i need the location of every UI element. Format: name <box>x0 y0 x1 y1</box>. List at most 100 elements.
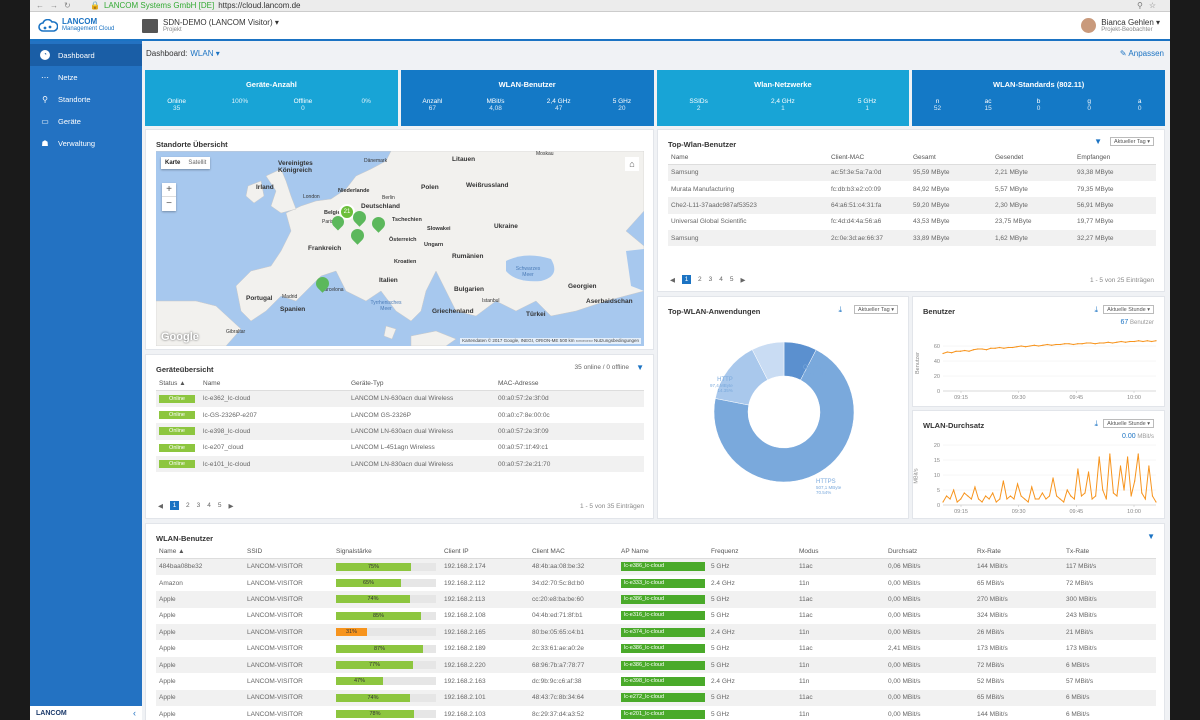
table-row[interactable]: Samsung ac:5f:3e:5a:7a:0d 95,59 MByte 2,21 … <box>668 164 1156 181</box>
map-view[interactable]: Vereinigtes Königreich Dänemark Litauen … <box>156 151 644 346</box>
ap-badge[interactable]: lc-e272_lc-cloud <box>621 693 705 703</box>
column-header[interactable]: Rx-Rate <box>974 545 1063 559</box>
pagination-page-2[interactable]: 2 <box>186 502 190 509</box>
table-row[interactable]: Che2-L11-37aadc987af53523 64:a6:51:c4:31:… <box>668 197 1156 214</box>
table-row[interactable]: Apple LANCOM-VISITOR 74% 192.168.2.101 48:43… <box>156 689 1156 707</box>
kpi-tile-wlan-users[interactable]: WLAN-Benutzer Anzahl 67 MBit/s 4,08 2,4 GH… <box>400 70 654 126</box>
column-header[interactable]: Modus <box>796 545 885 559</box>
column-header[interactable]: Gesendet <box>992 151 1074 165</box>
ap-badge[interactable]: lc-e398_lc-cloud <box>621 676 705 686</box>
table-row[interactable]: Online lc-e207_cloud LANCOM L-451agn Wirel… <box>156 440 644 456</box>
column-header[interactable]: SSID <box>244 545 333 559</box>
ap-badge[interactable]: lc-e386_lc-cloud <box>621 660 705 670</box>
table-row[interactable]: Apple LANCOM-VISITOR 78% 192.168.2.103 8c:29… <box>156 706 1156 720</box>
table-row[interactable]: Online lc-e101_lc-cloud LANCOM LN-830acn d… <box>156 456 644 473</box>
column-header[interactable]: Name <box>200 377 348 391</box>
map-type-map-button[interactable]: Karte <box>165 160 181 166</box>
browser-tools-icons[interactable]: ⚲☆ <box>1136 1 1162 10</box>
map-type-satellite-button[interactable]: Satellit <box>188 160 207 166</box>
brand-logo[interactable]: LANCOM Management Cloud <box>30 18 142 33</box>
table-row[interactable]: Online lc-GS-2326P-e207 LANCOM GS-2326P 00:… <box>156 407 644 423</box>
column-header[interactable]: Status ▲ <box>156 377 200 391</box>
pagination-page-5[interactable]: 5 <box>217 502 222 509</box>
table-row[interactable]: Murata Manufacturing fc:db:b3:e2:c0:09 84,… <box>668 181 1156 197</box>
pagination-page-3[interactable]: 3 <box>708 276 713 283</box>
table-row[interactable]: Online lc-e398_lc-cloud LANCOM LN-630acn d… <box>156 423 644 440</box>
pagination-prev[interactable]: ◀ <box>670 276 675 284</box>
filter-icon[interactable]: ▼ <box>1094 137 1102 146</box>
ap-badge[interactable]: lc-e374_lc-cloud <box>621 627 705 637</box>
ap-badge[interactable]: lc-e386_lc-cloud <box>621 644 705 654</box>
pagination-page-1[interactable]: 1 <box>682 275 691 284</box>
column-header[interactable]: Gesamt <box>910 151 992 165</box>
ap-badge[interactable]: lc-e333_lc-cloud <box>621 578 705 588</box>
pagination-page-1[interactable]: 1 <box>170 501 179 510</box>
ap-badge[interactable]: lc-e316_lc-cloud <box>621 611 705 621</box>
column-header[interactable]: Client MAC <box>529 545 618 559</box>
kpi-tile-devices[interactable]: Geräte-Anzahl Online 35 100% Offline 0 0% <box>145 70 398 126</box>
table-row[interactable]: Apple LANCOM-VISITOR 85% 192.168.2.108 04:4b… <box>156 608 1156 624</box>
table-row[interactable]: Samsung 2c:0e:3d:ae:66:37 33,89 MByte 1,62 … <box>668 230 1156 247</box>
table-row[interactable]: Apple LANCOM-VISITOR 74% 192.168.2.113 cc:20… <box>156 591 1156 608</box>
sidebar-item-dashboard[interactable]: ◔ Dashboard <box>30 44 142 66</box>
column-header[interactable]: AP Name <box>618 545 708 559</box>
pagination-page-4[interactable]: 4 <box>719 276 723 283</box>
sidebar-item-verwaltung[interactable]: ☗ Verwaltung <box>30 132 142 154</box>
pagination-page-5[interactable]: 5 <box>729 276 734 283</box>
column-header[interactable]: Tx-Rate <box>1063 545 1156 559</box>
dashboard-selector[interactable]: WLAN ▾ <box>190 48 220 58</box>
collapse-sidebar-button[interactable]: ‹ <box>133 708 136 718</box>
column-header[interactable]: Name ▲ <box>156 545 244 559</box>
zoom-out-button[interactable]: − <box>166 198 172 209</box>
range-dropdown[interactable]: Aktueller Tag ▾ <box>854 305 898 314</box>
column-header[interactable]: Frequenz <box>708 545 796 559</box>
ap-badge[interactable]: lc-e386_lc-cloud <box>621 594 705 604</box>
ap-badge[interactable]: lc-e386_lc-cloud <box>621 562 705 572</box>
pagination-page-4[interactable]: 4 <box>207 502 211 509</box>
user-menu[interactable]: Bianca Gehlen ▾ Projekt-Beobachter <box>1081 18 1160 33</box>
table-row[interactable]: Online lc-e362_lc-cloud LANCOM LN-630acn d… <box>156 390 644 407</box>
pagination-page-2[interactable]: 2 <box>698 276 702 283</box>
table-row[interactable]: Apple LANCOM-VISITOR 47% 192.168.2.163 dc:9b… <box>156 673 1156 689</box>
map-label: Portugal <box>246 295 273 302</box>
range-dropdown[interactable]: Aktueller Tag ▾ <box>1110 137 1154 146</box>
table-row[interactable]: 484baa08be32 LANCOM-VISITOR 75% 192.168.2.1… <box>156 558 1156 575</box>
sidebar-item-netze[interactable]: ⋯ Netze <box>30 66 142 88</box>
column-header[interactable]: Client IP <box>441 545 529 559</box>
table-row[interactable]: Apple LANCOM-VISITOR 31% 192.168.2.165 80:be… <box>156 624 1156 641</box>
column-header[interactable]: Name <box>668 151 828 165</box>
pagination-page-3[interactable]: 3 <box>196 502 201 509</box>
download-icon[interactable]: ⤓ <box>1094 305 1098 314</box>
table-row[interactable]: Universal Global Scientific fc:4d:d4:4a:5… <box>668 214 1156 230</box>
table-row[interactable]: Apple LANCOM-VISITOR 87% 192.168.2.189 2c:33… <box>156 640 1156 656</box>
range-dropdown[interactable]: Aktuelle Stunde ▾ <box>1103 419 1154 428</box>
sidebar-item-geraete[interactable]: ▭ Geräte <box>30 110 142 132</box>
column-header[interactable]: Empfangen <box>1074 151 1156 165</box>
zoom-in-button[interactable]: + <box>162 183 176 197</box>
range-dropdown[interactable]: Aktuelle Stunde ▾ <box>1103 305 1154 314</box>
customize-button[interactable]: ✎ Anpassen <box>1120 49 1164 58</box>
kpi-tile-wlan-networks[interactable]: Wlan-Netzwerke SSIDs 2 2,4 GHz 1 5 GHz 1 <box>656 70 910 126</box>
address-bar[interactable]: https://cloud.lancom.de <box>218 1 301 10</box>
home-icon[interactable]: ⌂ <box>625 157 639 171</box>
ap-badge[interactable]: lc-e201_lc-cloud <box>621 709 705 719</box>
pagination-next[interactable]: ▶ <box>228 502 234 510</box>
pagination-next[interactable]: ▶ <box>740 276 746 284</box>
table-row[interactable]: Amazon LANCOM-VISITOR 65% 192.168.2.112 34:d… <box>156 575 1156 591</box>
column-header[interactable]: Signalstärke <box>333 545 441 559</box>
column-header[interactable]: Durchsatz <box>885 545 974 559</box>
sidebar-item-standorte[interactable]: ⚲ Standorte <box>30 88 142 110</box>
download-icon[interactable]: ⤓ <box>838 305 842 314</box>
download-icon[interactable]: ⤓ <box>1094 419 1098 428</box>
browser-nav-icons[interactable]: ←→↻ <box>36 1 77 10</box>
column-header[interactable]: Geräte-Typ <box>348 377 495 391</box>
column-header[interactable]: Client-MAC <box>828 151 910 165</box>
filter-icon[interactable]: ▼ <box>636 363 644 372</box>
project-selector[interactable]: SDN-DEMO (LANCOM Visitor) ▾ Projekt <box>142 18 279 33</box>
pagination-prev[interactable]: ◀ <box>158 502 163 510</box>
table-row[interactable]: Apple LANCOM-VISITOR 77% 192.168.2.220 68:96… <box>156 656 1156 674</box>
filter-icon[interactable]: ▼ <box>1147 532 1155 541</box>
column-header[interactable]: MAC-Adresse <box>495 377 644 391</box>
data-point <box>1105 498 1107 500</box>
